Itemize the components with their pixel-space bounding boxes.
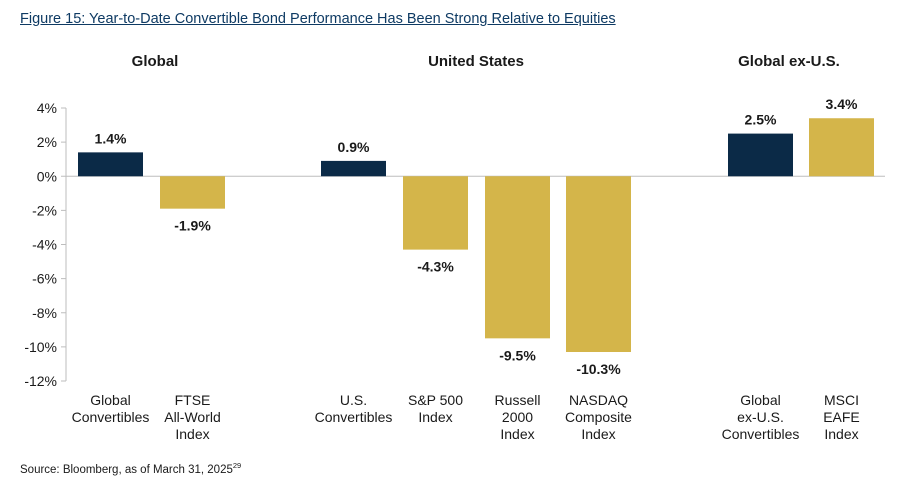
source-note: Source: Bloomberg, as of March 31, 20252… (20, 461, 241, 476)
bar (403, 176, 468, 250)
category-label: U.S. Convertibles (315, 392, 393, 425)
bar (160, 176, 225, 209)
bar (809, 118, 874, 177)
y-tick-label: 2% (37, 134, 57, 150)
y-tick-label: -8% (32, 305, 57, 321)
bar (78, 152, 143, 177)
category-label-line: Index (824, 426, 858, 442)
data-label: 1.4% (95, 130, 127, 146)
y-tick-label: -12% (24, 373, 57, 389)
data-label: 0.9% (338, 139, 370, 155)
category-label-line: Global (740, 392, 780, 408)
group-header: United States (428, 53, 524, 70)
category-label: MSCI EAFE Index (823, 392, 860, 442)
category-label-line: U.S. (340, 392, 367, 408)
category-label: Global ex-U.S. Convertibles (722, 392, 800, 442)
bar (728, 133, 793, 177)
data-label: -1.9% (174, 218, 211, 234)
category-label-line: Index (581, 426, 615, 442)
data-label: 3.4% (826, 96, 858, 112)
bar (485, 176, 550, 339)
category-label-line: 2000 (502, 409, 533, 425)
y-tick-label: -2% (32, 202, 57, 218)
bar (321, 160, 386, 177)
data-label: 2.5% (745, 112, 777, 128)
category-label-line: Convertibles (315, 409, 393, 425)
category-label: NASDAQ Composite Index (565, 392, 632, 442)
y-tick-label: -10% (24, 339, 57, 355)
y-tick-label: -4% (32, 237, 57, 253)
y-tick-label: 0% (37, 168, 57, 184)
category-label: S&P 500 Index (408, 392, 463, 425)
category-label-line: EAFE (823, 409, 860, 425)
category-label-line: Russell (495, 392, 541, 408)
bar (566, 176, 631, 352)
category-label-line: FTSE (175, 392, 211, 408)
bar-chart: 4% 2% 0% -2% -4% -6% -8% -10% -12% Global 1.4% Glob… (24, 53, 885, 442)
category-label-line: Index (418, 409, 452, 425)
category-label-line: NASDAQ (569, 392, 628, 408)
group-header: Global ex-U.S. (738, 53, 840, 70)
category-label-line: Composite (565, 409, 632, 425)
y-tick-label: 4% (37, 100, 57, 116)
category-label-line: Index (175, 426, 209, 442)
category-label-line: ex-U.S. (737, 409, 784, 425)
data-label: -4.3% (417, 259, 454, 275)
category-label-line: Convertibles (72, 409, 150, 425)
category-label-line: MSCI (824, 392, 859, 408)
y-tick-label: -6% (32, 271, 57, 287)
category-label: FTSE All-World Index (164, 392, 221, 442)
source-text: Source: Bloomberg, as of March 31, 2025 (20, 463, 233, 476)
category-label-line: Global (90, 392, 130, 408)
data-label: -9.5% (499, 347, 536, 363)
category-label-line: Convertibles (722, 426, 800, 442)
group-header: Global (132, 53, 179, 70)
figure-title: Figure 15: Year-to-Date Convertible Bond… (20, 11, 616, 27)
category-label-line: Index (500, 426, 534, 442)
category-label-line: All-World (164, 409, 221, 425)
category-label: Russell 2000 Index (495, 392, 541, 442)
source-footnote: 29 (232, 461, 242, 470)
category-label: Global Convertibles (72, 392, 150, 425)
category-label-line: S&P 500 (408, 392, 463, 408)
data-label: -10.3% (576, 361, 621, 377)
